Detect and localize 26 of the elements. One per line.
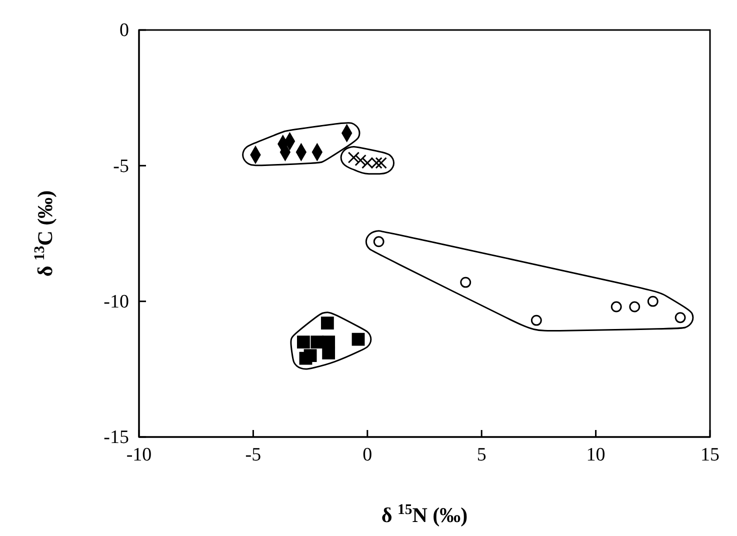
point: [530, 314, 542, 326]
x-tick-label: 5: [476, 444, 486, 466]
y-tick-label: 0: [120, 20, 129, 42]
point: [610, 301, 622, 312]
x-tick-label: 10: [586, 444, 606, 466]
y-tick-label: -5: [113, 156, 129, 177]
point: [352, 332, 365, 346]
point: [629, 301, 640, 312]
point: [348, 152, 360, 164]
x-tick-label: 0: [362, 444, 372, 466]
point: [674, 312, 686, 324]
point: [373, 236, 384, 248]
point: [322, 346, 336, 360]
point: [310, 336, 324, 348]
point: [354, 154, 366, 166]
point: [296, 336, 310, 348]
x-tick-label: -5: [245, 444, 262, 466]
point: [320, 316, 334, 330]
y-tick-label: -15: [104, 427, 129, 448]
point: [299, 352, 312, 365]
point: [460, 276, 472, 288]
x-tick-label: 15: [700, 444, 720, 466]
x-axis-title: δ $^{15}$N (‰): [381, 502, 468, 527]
point: [647, 296, 658, 307]
y-tick-label: -10: [104, 291, 129, 312]
x-tick-label: -10: [126, 444, 152, 466]
